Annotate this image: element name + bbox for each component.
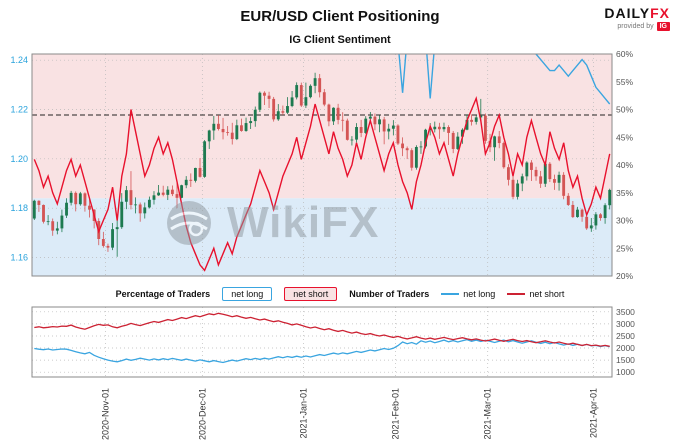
svg-text:2021-Mar-01: 2021-Mar-01 xyxy=(483,388,493,440)
svg-text:1500: 1500 xyxy=(616,355,635,365)
brand-fx: FX xyxy=(650,5,670,21)
svg-text:45%: 45% xyxy=(616,132,633,142)
provided-by-label: provided by xyxy=(617,23,654,30)
ig-logo: IG xyxy=(656,22,670,31)
legend-box-net-short: net short xyxy=(284,287,338,301)
net-long-line-swatch xyxy=(441,293,460,295)
provided-by: provided by IG xyxy=(604,22,670,31)
svg-text:2020-Dec-01: 2020-Dec-01 xyxy=(197,388,207,440)
svg-text:20%: 20% xyxy=(616,271,633,281)
dailyfx-logo: DAILYFX provided by IG xyxy=(604,6,670,31)
legend-box-net-long: net long xyxy=(222,287,273,301)
svg-text:2021-Feb-01: 2021-Feb-01 xyxy=(391,388,401,440)
price-sentiment-chart: 1.16 1.18 1.20 1.22 1.24 20% 25% 30% 35% 40% 45% 50… xyxy=(10,49,633,281)
legend-item-num-net-long: net long xyxy=(441,289,495,299)
page-title: EUR/USD Client Positioning xyxy=(240,8,440,25)
chart-title: IG Client Sentiment xyxy=(289,34,391,46)
svg-text:1.20: 1.20 xyxy=(10,154,28,164)
svg-text:50%: 50% xyxy=(616,105,633,115)
legend-num-net-short-label: net short xyxy=(529,289,565,299)
svg-text:2000: 2000 xyxy=(616,343,635,353)
chart-legend: Percentage of Traders net long net short… xyxy=(0,284,680,304)
svg-text:1.18: 1.18 xyxy=(10,203,28,213)
svg-text:1.16: 1.16 xyxy=(10,253,28,263)
svg-text:35%: 35% xyxy=(616,188,633,198)
svg-text:55%: 55% xyxy=(616,77,633,87)
svg-text:1.22: 1.22 xyxy=(10,105,28,115)
brand-daily: DAILY xyxy=(604,5,651,21)
svg-text:30%: 30% xyxy=(616,216,633,226)
svg-text:1.24: 1.24 xyxy=(10,55,28,65)
legend-pct-title: Percentage of Traders xyxy=(115,289,211,299)
svg-text:1000: 1000 xyxy=(616,367,635,377)
svg-text:40%: 40% xyxy=(616,160,633,170)
svg-text:60%: 60% xyxy=(616,49,633,59)
legend-num-net-long-label: net long xyxy=(463,289,496,299)
dailyfx-wordmark: DAILYFX xyxy=(604,6,670,20)
svg-text:2021-Apr-01: 2021-Apr-01 xyxy=(589,388,599,438)
number-of-traders-chart: 1000 1500 2000 2500 3000 3500 xyxy=(31,306,635,378)
legend-num-title: Number of Traders xyxy=(349,289,430,299)
svg-text:2020-Nov-01: 2020-Nov-01 xyxy=(101,388,111,440)
main-chart-area: 1.16 1.18 1.20 1.22 1.24 20% 25% 30% 35% 40% 45% 50… xyxy=(0,48,680,284)
svg-text:2500: 2500 xyxy=(616,331,635,341)
svg-text:3000: 3000 xyxy=(616,319,635,329)
legend-item-num-net-short: net short xyxy=(507,289,564,299)
header: EUR/USD Client Positioning DAILYFX provi… xyxy=(0,0,680,34)
net-short-line-swatch xyxy=(507,293,526,295)
svg-text:2021-Jan-01: 2021-Jan-01 xyxy=(299,388,309,439)
svg-text:25%: 25% xyxy=(616,243,633,253)
svg-text:3500: 3500 xyxy=(616,307,635,317)
x-axis-date-labels: 2020-Nov-01 2020-Dec-01 2021-Jan-01 2021-Fe… xyxy=(101,388,599,440)
